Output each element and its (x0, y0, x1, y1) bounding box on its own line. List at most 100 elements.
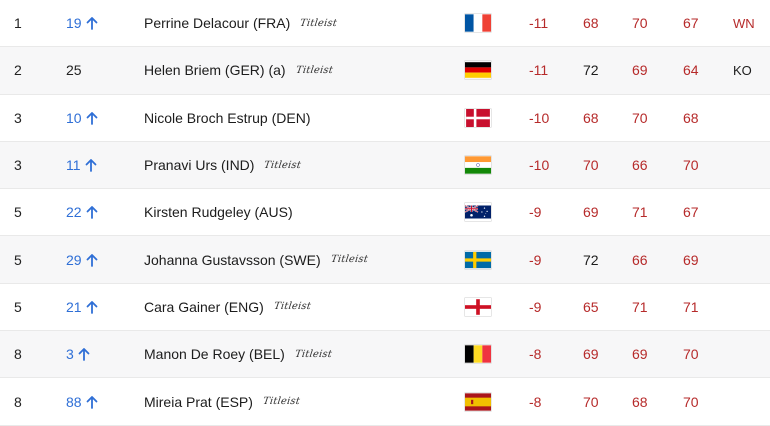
position: 2 (14, 62, 22, 79)
player-name[interactable]: Mireia Prat (ESP) (144, 393, 253, 410)
arrow-up-icon (86, 16, 98, 31)
country-flag-icon (465, 345, 491, 363)
round-2-score: 66 (632, 251, 648, 268)
round-1-score: 70 (583, 393, 599, 410)
round-1-score: 70 (583, 157, 599, 174)
to-par-score: -9 (529, 251, 542, 268)
round-1-score: 72 (583, 251, 599, 268)
position-movement: 29 (66, 252, 98, 268)
player-name-cell[interactable]: Mireia Prat (ESP) Titleist (144, 393, 301, 410)
leaderboard-row[interactable]: 5 22 Kirsten Rudgeley (AUS) -9 69 71 67 (0, 189, 770, 237)
player-name[interactable]: Cara Gainer (ENG) (144, 298, 264, 315)
arrow-up-icon (86, 205, 98, 220)
leaderboard-row[interactable]: 2 25 Helen Briem (GER) (a) Titleist -11 72 69 6… (0, 47, 770, 95)
sponsor-logo: Titleist (329, 254, 369, 266)
leaderboard-row[interactable]: 3 10 Nicole Broch Estrup (DEN) -10 68 70 68 (0, 94, 770, 142)
player-name[interactable]: Helen Briem (GER) (a) (144, 62, 286, 79)
sponsor-logo: Titleist (294, 64, 334, 76)
round-2-score: 69 (632, 346, 648, 363)
player-name-cell[interactable]: Manon De Roey (BEL) Titleist (144, 346, 333, 363)
round-3-score: 70 (683, 157, 699, 174)
leaderboard-row[interactable]: 8 88 Mireia Prat (ESP) Titleist -8 70 68 70 (0, 378, 770, 426)
player-name[interactable]: Johanna Gustavsson (SWE) (144, 251, 321, 268)
round-3-score: 64 (683, 62, 699, 79)
position: 1 (14, 15, 22, 32)
movement-value: 29 (66, 251, 82, 268)
player-name-cell[interactable]: Helen Briem (GER) (a) Titleist (144, 62, 333, 78)
to-par-score: -9 (529, 298, 542, 315)
round-1-score: 65 (583, 298, 599, 315)
round-3-score: 67 (683, 15, 699, 32)
status-badge: WN (733, 15, 755, 31)
position-movement: 3 (66, 346, 90, 362)
round-1-score: 72 (583, 62, 599, 79)
round-2-score: 68 (632, 393, 648, 410)
leaderboard-row[interactable]: 1 19 Perrine Delacour (FRA) Titleist -11 68 70… (0, 0, 770, 48)
player-name-cell[interactable]: Perrine Delacour (FRA) Titleist (144, 15, 338, 32)
status-badge: KO (733, 62, 752, 78)
round-2-score: 70 (632, 15, 648, 32)
round-3-score: 70 (683, 346, 699, 363)
position-movement: 21 (66, 299, 98, 315)
sponsor-logo: Titleist (299, 17, 338, 29)
arrow-up-icon (78, 347, 90, 362)
country-flag-icon (465, 392, 491, 411)
movement-value: 10 (66, 109, 82, 126)
position-movement: 10 (66, 110, 98, 126)
movement-value: 3 (66, 346, 74, 363)
leaderboard-row[interactable]: 3 11 Pranavi Urs (IND) Titleist -10 70 66 70 (0, 141, 770, 190)
player-name-cell[interactable]: Nicole Broch Estrup (DEN) (144, 110, 311, 126)
sponsor-logo: Titleist (263, 159, 303, 171)
position: 8 (14, 346, 22, 363)
movement-value: 11 (66, 157, 81, 174)
country-flag-icon (465, 156, 491, 174)
player-name[interactable]: Kirsten Rudgeley (AUS) (144, 204, 293, 221)
arrow-up-icon (86, 395, 98, 409)
arrow-up-icon (86, 111, 98, 125)
country-flag-icon (465, 61, 491, 79)
sponsor-logo: Titleist (273, 301, 312, 313)
position: 5 (14, 204, 22, 221)
position: 3 (14, 109, 22, 126)
position: 5 (14, 251, 22, 268)
round-2-score: 69 (632, 62, 648, 79)
player-name[interactable]: Perrine Delacour (FRA) (144, 15, 291, 32)
position-movement: 25 (66, 62, 82, 78)
arrow-up-icon (86, 253, 98, 267)
round-2-score: 70 (632, 109, 648, 126)
to-par-score: -9 (529, 204, 542, 221)
leaderboard-row[interactable]: 8 3 Manon De Roey (BEL) Titleist -8 69 69 70 (0, 331, 770, 379)
position: 3 (14, 157, 22, 174)
leaderboard-row[interactable]: 5 29 Johanna Gustavsson (SWE) Titleist -9 72 6… (0, 236, 770, 284)
to-par-score: -10 (529, 157, 550, 174)
country-flag-icon (465, 108, 491, 127)
position-movement: 19 (66, 15, 98, 31)
player-name[interactable]: Manon De Roey (BEL) (144, 346, 285, 363)
arrow-up-icon (85, 158, 97, 172)
player-name-cell[interactable]: Pranavi Urs (IND) Titleist (144, 157, 303, 174)
movement-value: 22 (66, 204, 82, 221)
player-name-cell[interactable]: Cara Gainer (ENG) Titleist (144, 298, 312, 315)
leaderboard-row[interactable]: 5 21 Cara Gainer (ENG) Titleist -9 65 71 71 (0, 283, 770, 332)
round-2-score: 71 (632, 298, 648, 315)
player-name[interactable]: Nicole Broch Estrup (DEN) (144, 109, 311, 126)
player-name-cell[interactable]: Johanna Gustavsson (SWE) Titleist (144, 252, 368, 268)
round-3-score: 69 (683, 251, 699, 268)
position-movement: 88 (66, 394, 98, 410)
player-name-cell[interactable]: Kirsten Rudgeley (AUS) (144, 204, 293, 220)
movement-value: 21 (66, 298, 82, 315)
round-3-score: 70 (683, 393, 699, 410)
position-movement: 22 (66, 204, 98, 220)
movement-value: 88 (66, 393, 82, 410)
country-flag-icon (465, 298, 491, 316)
round-1-score: 68 (583, 15, 599, 32)
sponsor-logo: Titleist (262, 396, 301, 408)
player-name[interactable]: Pranavi Urs (IND) (144, 157, 255, 174)
round-3-score: 68 (683, 109, 699, 126)
to-par-score: -8 (529, 393, 542, 410)
position-movement: 11 (66, 157, 97, 173)
arrow-up-icon (86, 300, 98, 314)
position: 5 (14, 298, 22, 315)
movement-value: 25 (66, 62, 82, 79)
